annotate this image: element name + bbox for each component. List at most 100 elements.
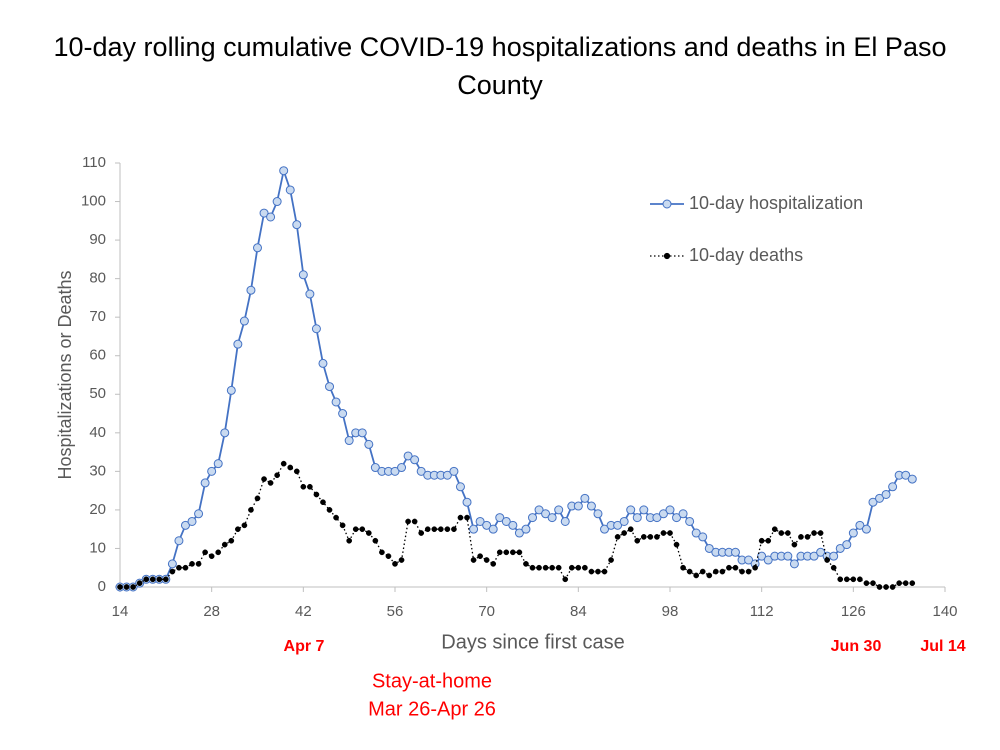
data-point [870, 580, 876, 586]
data-point [176, 564, 182, 571]
data-point [804, 534, 811, 540]
data-point [495, 513, 505, 523]
data-point [601, 568, 608, 575]
data-point [791, 541, 798, 548]
data-point [331, 397, 341, 407]
data-point [907, 474, 917, 484]
legend-label: 10-day hospitalization [689, 193, 863, 213]
data-point [298, 270, 308, 280]
data-point [712, 568, 719, 575]
data-point [464, 514, 470, 521]
data-point [339, 522, 346, 529]
data-point [745, 568, 752, 575]
x-tick-label: 140 [932, 603, 957, 620]
data-point [477, 553, 483, 560]
data-point [233, 339, 243, 349]
data-point [313, 491, 320, 498]
data-point [136, 580, 143, 586]
data-point [560, 516, 570, 526]
data-point [541, 509, 551, 519]
data-point [156, 576, 163, 583]
data-point [888, 482, 898, 492]
data-point [837, 576, 844, 583]
data-point [117, 584, 123, 590]
data-point [516, 549, 523, 556]
data-point [640, 534, 647, 540]
x-tick-label: 14 [112, 603, 129, 620]
data-point [568, 564, 575, 571]
data-point [208, 553, 215, 560]
data-point [665, 505, 675, 515]
data-point [691, 528, 701, 538]
data-point [455, 482, 465, 492]
legend-marker [663, 252, 671, 260]
annotation: Jul 14 [920, 638, 965, 655]
x-tick-label: 42 [295, 603, 312, 620]
data-point [174, 536, 184, 546]
data-point [824, 557, 830, 563]
y-axis-label: Hospitalizations or Deaths [55, 270, 75, 479]
data-point [698, 532, 708, 542]
legend-label: 10-day deaths [689, 245, 803, 265]
data-point [763, 555, 773, 565]
data-point [325, 382, 335, 392]
annotation: Stay-at-home [372, 670, 492, 692]
data-point [390, 466, 400, 476]
y-tick-label: 0 [98, 578, 106, 595]
data-point [370, 463, 380, 473]
data-point [726, 564, 732, 571]
data-point [896, 580, 903, 586]
data-point [215, 549, 222, 556]
data-point [488, 524, 498, 534]
data-point [619, 516, 629, 526]
data-point [861, 524, 871, 534]
data-point [686, 568, 693, 575]
data-point [357, 428, 367, 438]
data-point [857, 576, 863, 583]
data-point [580, 493, 590, 503]
data-point [187, 516, 197, 526]
data-point [207, 466, 217, 476]
data-point [654, 534, 660, 540]
data-point [811, 530, 817, 536]
data-point [562, 576, 569, 583]
data-point [529, 564, 536, 571]
data-point [213, 459, 223, 469]
data-point [416, 466, 426, 476]
data-point [816, 547, 826, 557]
data-point [501, 516, 511, 526]
data-point [534, 505, 544, 515]
data-point [685, 516, 695, 526]
data-point [411, 518, 418, 525]
data-point [267, 480, 274, 486]
data-point [523, 561, 529, 567]
y-tick-label: 80 [89, 270, 106, 287]
data-point [547, 513, 557, 523]
data-point [300, 483, 307, 490]
data-point [259, 208, 269, 218]
data-point [239, 316, 249, 326]
data-point [352, 526, 359, 533]
data-point [909, 580, 916, 586]
data-point [667, 530, 673, 536]
data-point [483, 557, 490, 563]
data-point [621, 530, 628, 536]
data-point [699, 568, 706, 575]
data-point [202, 549, 208, 556]
data-point [287, 464, 294, 471]
data-point [254, 495, 261, 502]
data-point [228, 537, 235, 544]
data-point [405, 518, 411, 525]
data-point [318, 358, 328, 368]
y-tick-label: 30 [89, 462, 106, 479]
annotation: Mar 26-Apr 26 [368, 698, 496, 720]
y-tick-label: 100 [81, 193, 106, 210]
data-point [627, 526, 634, 533]
data-point [757, 551, 767, 561]
data-point [881, 489, 891, 499]
data-point [732, 564, 739, 571]
data-point [431, 526, 438, 533]
data-point [647, 534, 654, 540]
data-point [359, 526, 366, 533]
